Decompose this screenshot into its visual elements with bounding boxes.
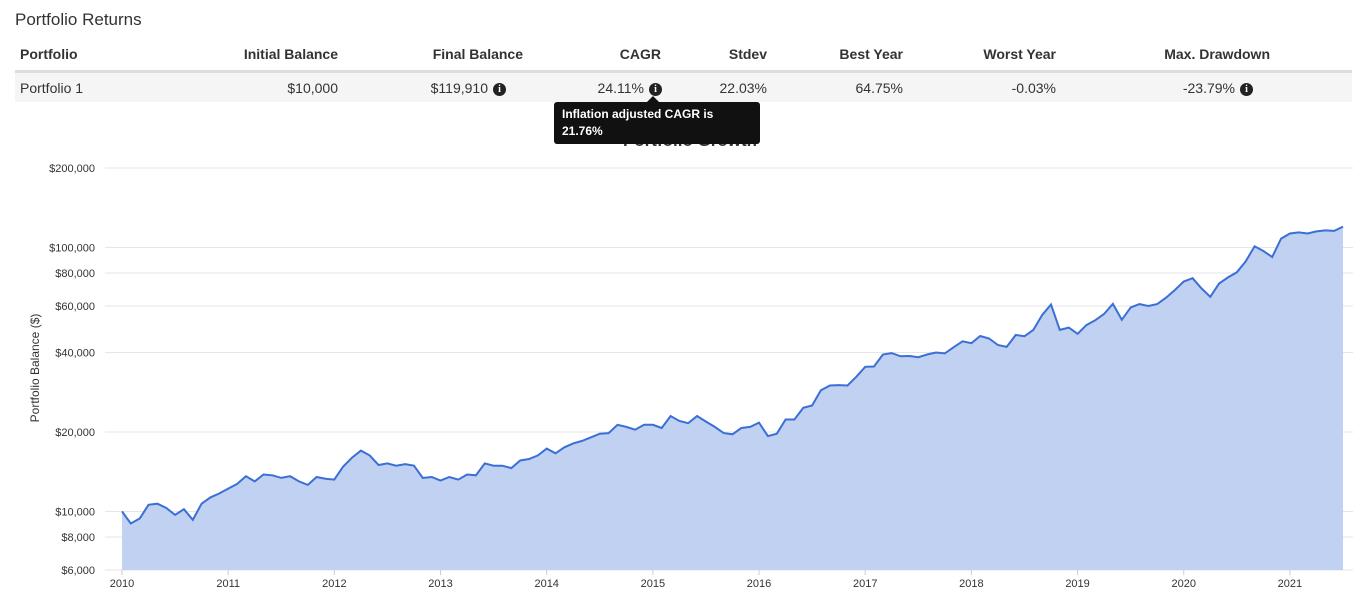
table-cell-text: 24.11% [597,80,644,96]
column-header: CAGR [620,46,661,62]
table-cell-text: $119,910 [430,80,488,96]
y-tick-label: $40,000 [55,348,95,360]
x-tick-label: 2010 [110,578,134,590]
x-tick-label: 2018 [959,578,983,590]
y-tick-label: $200,000 [49,163,95,175]
column-header-text: Final Balance [432,46,523,62]
x-tick-label: 2021 [1278,578,1302,590]
column-header: Initial Balance [244,46,338,62]
column-header: Portfolio [20,46,78,62]
x-tick-label: 2020 [1171,578,1195,590]
table-cell: -0.03% [1012,80,1056,96]
table-header [15,40,1352,73]
tooltip: Inflation adjusted CAGR is 21.76% [554,102,760,144]
info-icon[interactable]: i [649,83,662,96]
y-tick-label: $20,000 [55,427,95,439]
x-tick-label: 2017 [853,578,877,590]
table-cell-text: -0.03% [1011,80,1056,96]
table-cell-text: $10,000 [287,80,338,96]
column-header: Final Balance [433,46,523,62]
x-tick-label: 2015 [641,578,665,590]
column-header: Stdev [729,46,767,62]
table-row [15,73,1352,102]
column-header: Max. Drawdown [1164,46,1270,62]
table-cell-text: 22.03% [719,80,767,96]
table-cell: 22.03% [720,80,767,96]
y-tick-label: $8,000 [61,532,95,544]
y-tick-label: $60,000 [55,301,95,313]
column-header: Worst Year [983,46,1056,62]
table-cell-text: Portfolio 1 [20,80,84,96]
page-title: Portfolio Returns [15,10,142,29]
table-cell: -23.79% i [1183,80,1253,96]
y-tick-label: $100,000 [49,242,95,254]
y-axis-label: Portfolio Balance ($) [28,314,42,423]
y-tick-label: $10,000 [55,506,95,518]
table-cell: Portfolio 1 [20,80,83,96]
table-cell-text: -23.79% [1182,80,1235,96]
y-tick-label: $6,000 [61,565,95,577]
x-tick-label: 2013 [428,578,452,590]
column-header-text: Best Year [839,46,903,62]
table-cell: $119,910 i [431,80,506,96]
table-cell: 64.75% [856,80,903,96]
x-tick-label: 2019 [1065,578,1089,590]
column-header: Best Year [839,46,903,62]
table-cell-text: 64.75% [855,80,903,96]
column-header-text: Stdev [728,46,767,62]
area [122,226,1343,570]
tooltip-arrow [647,96,659,102]
column-header-text: CAGR [619,46,661,62]
info-icon[interactable]: i [493,83,506,96]
column-header-text: Worst Year [983,46,1056,62]
y-tick-label: $80,000 [55,268,95,280]
info-icon[interactable]: i [1240,83,1253,96]
table-cell: 24.11% i [598,80,662,96]
column-header-text: Max. Drawdown [1164,46,1270,62]
x-tick-label: 2016 [747,578,771,590]
column-header-text: Initial Balance [243,46,338,62]
column-header-text: Portfolio [20,46,78,62]
x-tick-label: 2012 [322,578,346,590]
x-tick-label: 2014 [534,578,558,590]
line [121,225,1344,525]
x-tick-label: 2011 [216,578,240,590]
table-cell: $10,000 [287,80,338,96]
